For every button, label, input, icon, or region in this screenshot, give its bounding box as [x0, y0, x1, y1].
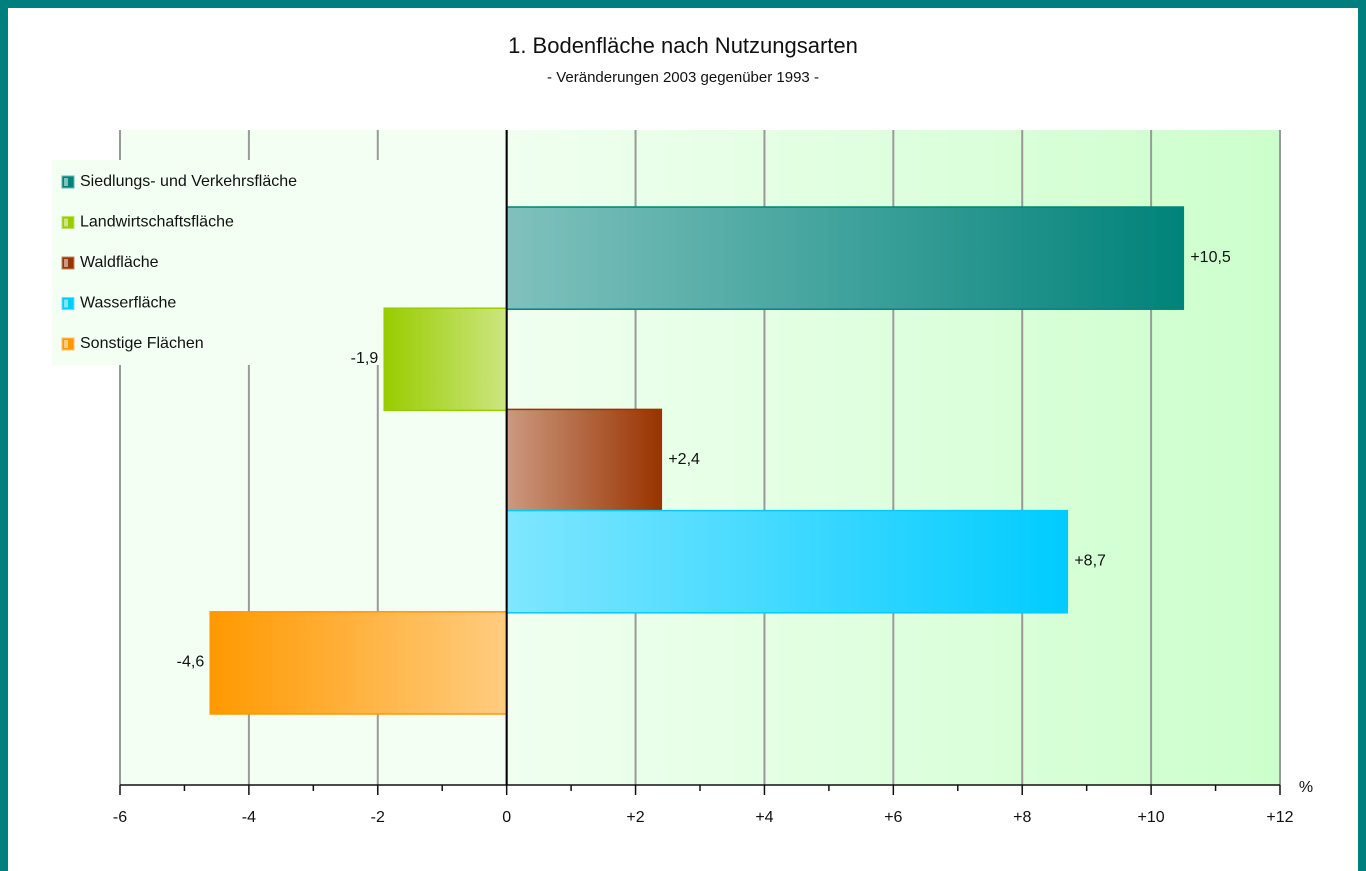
value-label: -4,6 — [177, 654, 205, 671]
x-tick-label: +8 — [1013, 809, 1031, 826]
legend-swatch-highlight — [64, 218, 68, 227]
value-label: +10,5 — [1190, 249, 1231, 266]
legend-label: Landwirtschaftsfläche — [80, 214, 234, 231]
bar — [505, 206, 1185, 310]
legend-background — [52, 160, 390, 365]
x-tick-label: +10 — [1138, 809, 1165, 826]
x-tick-label: +2 — [626, 809, 644, 826]
value-label: +2,4 — [668, 451, 700, 468]
legend-swatch-highlight — [64, 178, 68, 186]
legend-swatch-highlight — [64, 259, 68, 267]
x-tick-label: -2 — [371, 809, 385, 826]
value-label: -1,9 — [351, 350, 379, 367]
x-tick-label: -6 — [113, 809, 127, 826]
bar — [505, 509, 1069, 614]
unit-label: % — [1299, 779, 1313, 796]
x-tick-label: +6 — [884, 809, 902, 826]
value-label: +8,7 — [1074, 552, 1106, 569]
bar — [505, 408, 663, 513]
legend-label: Wasserfläche — [80, 295, 176, 312]
legend-swatch-highlight — [64, 340, 68, 348]
chart-title: 1. Bodenfläche nach Nutzungsarten — [508, 33, 858, 58]
legend-swatch-highlight — [64, 299, 68, 308]
legend-label: Sonstige Flächen — [80, 335, 204, 352]
legend-label: Siedlungs- und Verkehrsfläche — [80, 173, 297, 190]
x-tick-label: -4 — [242, 809, 256, 826]
x-tick-label: +4 — [755, 809, 773, 826]
legend-label: Waldfläche — [80, 254, 159, 271]
x-tick-label: +12 — [1266, 809, 1293, 826]
bar — [383, 307, 508, 412]
x-tick-label: 0 — [502, 809, 511, 826]
bar — [209, 611, 508, 715]
chart-subtitle: - Veränderungen 2003 gegenüber 1993 - — [547, 69, 819, 86]
